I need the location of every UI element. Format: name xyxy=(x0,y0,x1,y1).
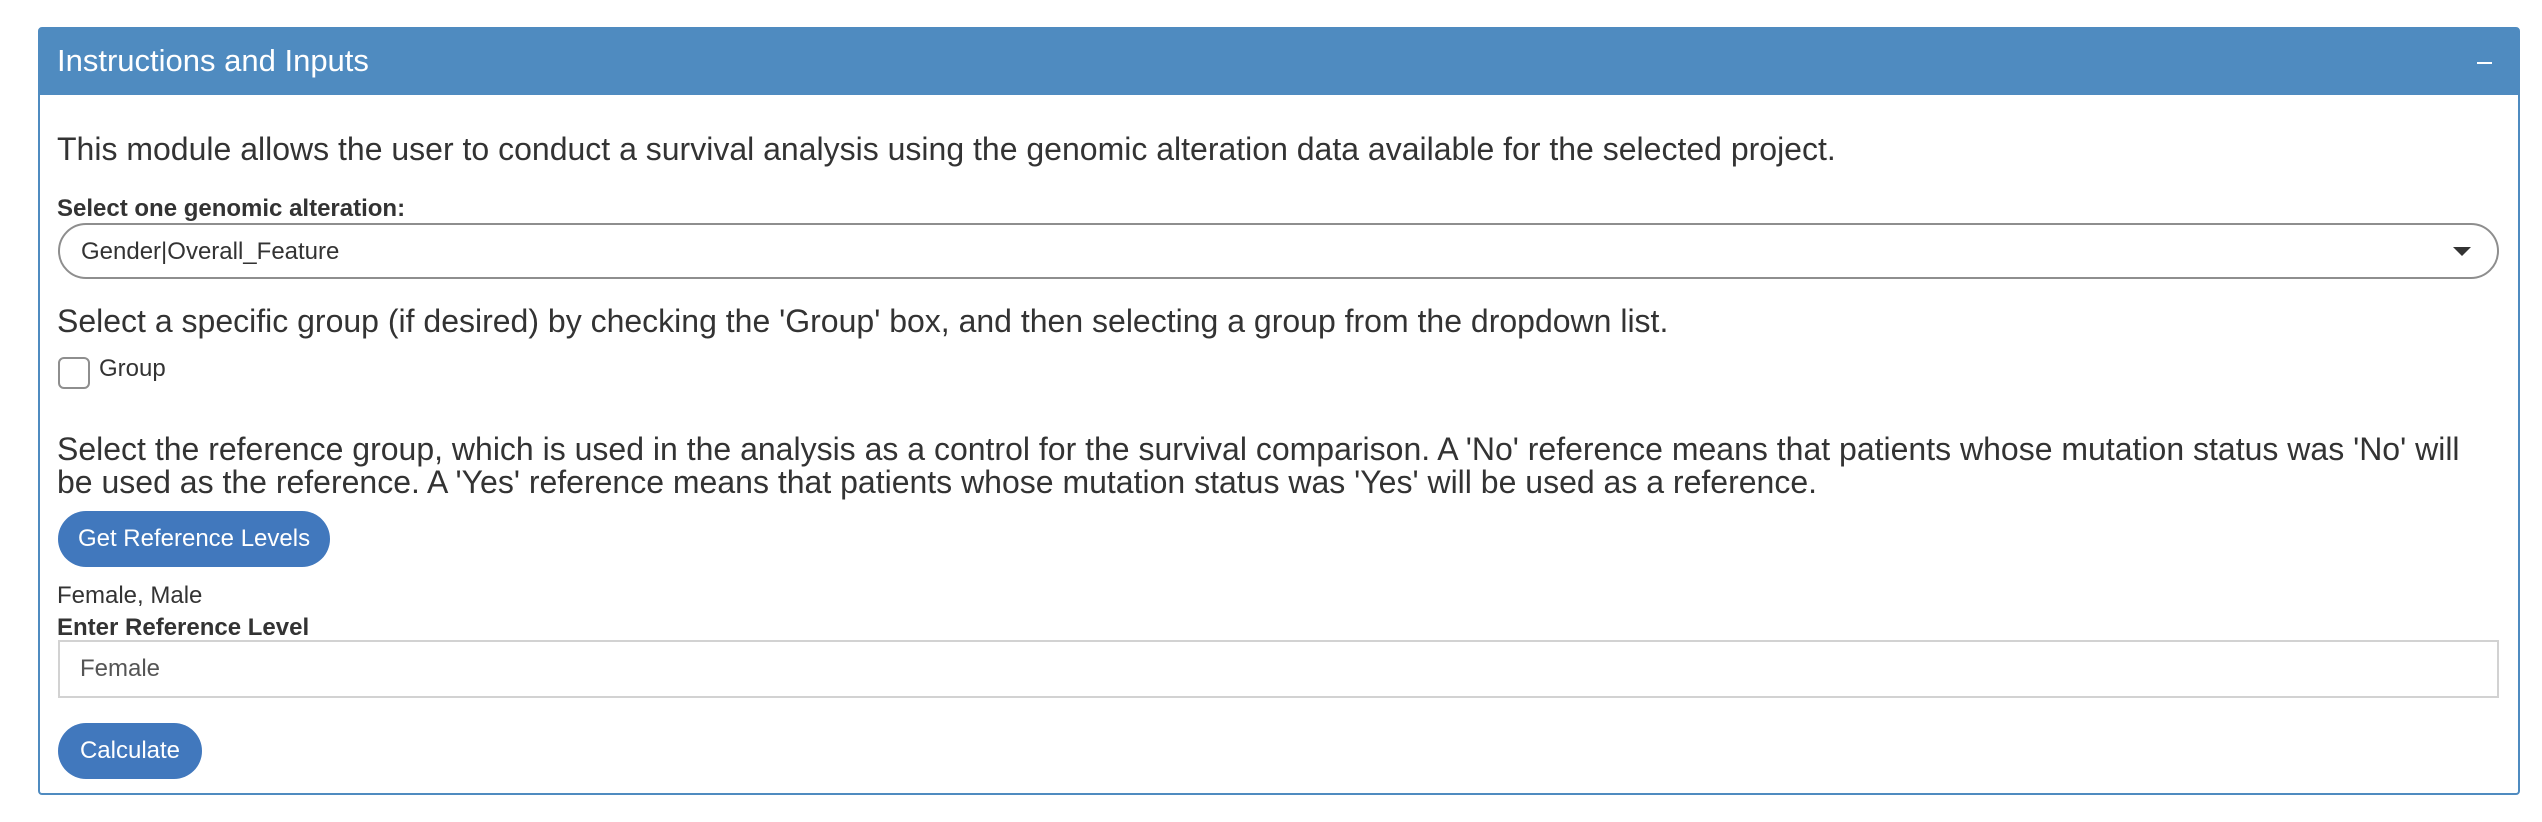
reference-level-label: Enter Reference Level xyxy=(57,614,310,641)
minus-icon xyxy=(2477,62,2492,64)
collapse-button[interactable] xyxy=(2468,45,2498,77)
alteration-select-label: Select one genomic alteration: xyxy=(57,195,406,222)
panel-header: Instructions and Inputs xyxy=(40,29,2518,95)
group-checkbox-label[interactable]: Group xyxy=(99,355,166,382)
intro-text: This module allows the user to conduct a… xyxy=(57,131,1836,167)
calculate-button[interactable]: Calculate xyxy=(58,723,202,779)
reference-levels-output: Female, Male xyxy=(57,582,203,609)
reference-help-text: Select the reference group, which is use… xyxy=(57,431,2460,500)
group-checkbox[interactable] xyxy=(58,357,90,389)
reference-level-input[interactable] xyxy=(58,640,2499,698)
get-reference-levels-button[interactable]: Get Reference Levels xyxy=(58,511,330,567)
group-help-text: Select a specific group (if desired) by … xyxy=(57,303,1669,339)
instructions-panel: Instructions and Inputs This module allo… xyxy=(38,27,2520,795)
alteration-select[interactable]: Gender|Overall_Feature xyxy=(58,223,2499,279)
caret-down-icon xyxy=(2453,247,2471,256)
panel-title: Instructions and Inputs xyxy=(57,43,369,78)
alteration-select-value: Gender|Overall_Feature xyxy=(81,238,340,265)
